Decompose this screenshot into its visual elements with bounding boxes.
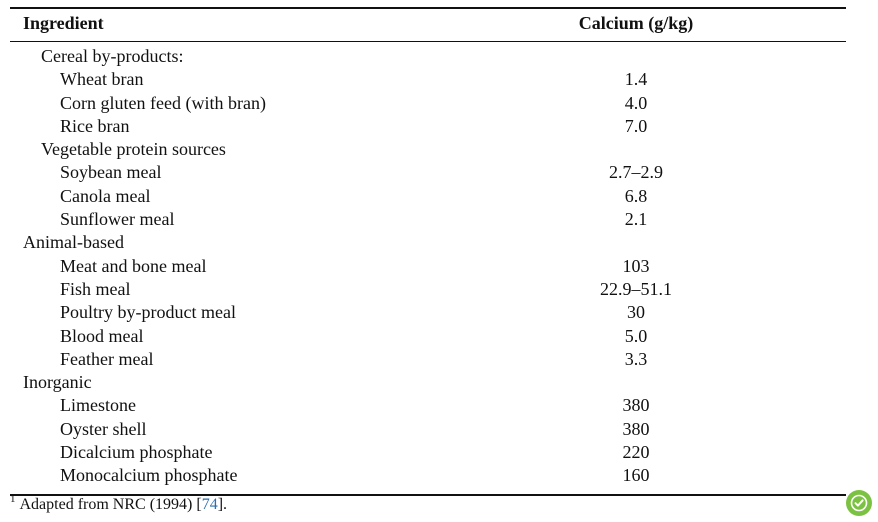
row-calcium-value: 5.0 (624, 325, 648, 346)
row-calcium-value: 2.1 (624, 209, 648, 230)
row-calcium-value: 380 (622, 418, 650, 439)
table-row: Vegetable protein sources (10, 138, 846, 161)
row-ingredient: Oyster shell (60, 418, 147, 439)
row-ingredient: Corn gluten feed (with bran) (60, 92, 266, 113)
row-ingredient: Rice bran (60, 115, 130, 136)
row-ingredient: Cereal by-products: (41, 46, 184, 66)
footnote-ref-link[interactable]: 74 (201, 496, 218, 513)
row-calcium-value: 30 (627, 302, 645, 323)
row-calcium-value: 7.0 (624, 115, 648, 136)
table-row: Feather meal 3.3 (10, 348, 846, 371)
row-ingredient: Blood meal (60, 325, 144, 346)
row-ingredient: Wheat bran (60, 69, 144, 90)
row-ingredient: Feather meal (60, 348, 154, 369)
table-row: Monocalcium phosphate 160 (10, 464, 846, 487)
table-row: Animal-based (10, 231, 846, 254)
row-calcium-value: 160 (622, 465, 650, 486)
row-ingredient: Canola meal (60, 185, 151, 206)
row-calcium-value: 22.9–51.1 (600, 278, 672, 299)
row-calcium-value: 380 (622, 395, 650, 416)
table-row: Oyster shell 380 (10, 418, 846, 441)
footnote-text-before: Adapted from NRC (1994) [ (19, 496, 202, 513)
header-calcium: Calcium (g/kg) (578, 13, 694, 33)
row-ingredient: Sunflower meal (60, 209, 175, 230)
row-ingredient: Poultry by-product meal (60, 302, 236, 323)
table-header-rule (10, 41, 846, 42)
row-ingredient: Fish meal (60, 278, 131, 299)
row-ingredient: Limestone (60, 395, 136, 416)
header-ingredient: Ingredient (23, 13, 104, 33)
table-row: Inorganic (10, 371, 846, 394)
table-row: Fish meal 22.9–51.1 (10, 278, 846, 301)
row-ingredient: Dicalcium phosphate (60, 442, 213, 463)
table-row: Limestone 380 (10, 394, 846, 417)
table-row: Cereal by-products: (10, 45, 846, 68)
table-row: Poultry by-product meal 30 (10, 301, 846, 324)
table-row: Dicalcium phosphate 220 (10, 441, 846, 464)
table-row: Blood meal 5.0 (10, 325, 846, 348)
row-calcium-value: 1.4 (624, 69, 648, 90)
row-ingredient: Inorganic (23, 372, 92, 393)
table-row: Sunflower meal 2.1 (10, 208, 846, 231)
row-ingredient: Meat and bone meal (60, 255, 207, 276)
table-top-rule (10, 7, 846, 9)
table-row: Canola meal 6.8 (10, 185, 846, 208)
row-ingredient: Monocalcium phosphate (60, 465, 238, 486)
table-row: Meat and bone meal 103 (10, 255, 846, 278)
row-calcium-value: 6.8 (624, 185, 648, 206)
row-calcium-value: 4.0 (624, 92, 648, 113)
table-bottom-rule (10, 494, 846, 496)
footnote-marker: 1 (10, 493, 16, 505)
check-update-icon-glyph (850, 494, 868, 512)
table-header: Ingredient Calcium (g/kg) (10, 13, 846, 37)
table-row: Corn gluten feed (with bran) 4.0 (10, 92, 846, 115)
table-body: Cereal by-products: Wheat bran 1.4 Corn glu… (10, 45, 846, 488)
table-row: Soybean meal 2.7–2.9 (10, 161, 846, 184)
table-row: Wheat bran 1.4 (10, 68, 846, 91)
table-row: Rice bran 7.0 (10, 115, 846, 138)
row-ingredient: Vegetable protein sources (41, 139, 226, 160)
row-calcium-value: 3.3 (624, 348, 648, 369)
row-ingredient: Soybean meal (60, 162, 162, 183)
row-ingredient: Animal-based (23, 232, 124, 253)
row-calcium-value: 103 (622, 255, 650, 276)
table-footnote: 1 Adapted from NRC (1994) [74]. (10, 493, 228, 514)
row-calcium-value: 220 (622, 442, 650, 463)
row-calcium-value: 2.7–2.9 (609, 162, 663, 183)
footnote-text-after: ]. (217, 496, 228, 513)
check-update-icon[interactable] (846, 490, 872, 516)
